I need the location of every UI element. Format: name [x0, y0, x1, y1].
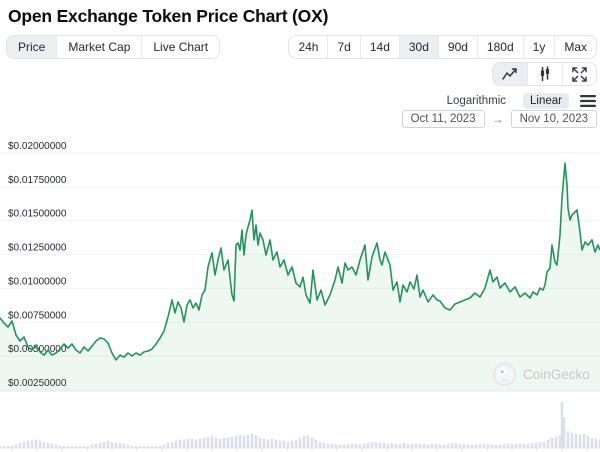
date-from-input[interactable]: Oct 11, 2023: [401, 110, 485, 128]
range-14d-button[interactable]: 14d: [359, 36, 399, 58]
svg-text:$0.01500000: $0.01500000: [8, 209, 67, 220]
menu-icon[interactable]: [579, 94, 597, 108]
chart-type-group: [492, 62, 597, 86]
time-range-group: 24h 7d 14d 30d 90d 180d 1y Max: [288, 35, 597, 59]
svg-text:$0.00750000: $0.00750000: [8, 310, 67, 321]
scale-logarithmic-button[interactable]: Logarithmic: [446, 95, 507, 107]
page-title: Open Exchange Token Price Chart (OX): [8, 6, 329, 26]
line-chart-icon: [502, 67, 517, 80]
price-line-chart[interactable]: $0.02000000 $0.01750000 $0.01500000 $0.0125…: [0, 140, 600, 396]
candlestick-icon: [540, 66, 550, 82]
tab-price[interactable]: Price: [7, 36, 57, 58]
range-30d-button[interactable]: 30d: [398, 36, 438, 58]
date-range-row: Oct 11, 2023 → Nov 10, 2023: [401, 110, 597, 128]
svg-text:$0.01750000: $0.01750000: [8, 175, 67, 186]
date-range-arrow-icon: →: [491, 112, 504, 126]
volume-bar-chart[interactable]: [0, 396, 600, 452]
tab-market-cap[interactable]: Market Cap: [56, 36, 142, 58]
svg-text:$0.02000000: $0.02000000: [8, 141, 67, 152]
date-to-input[interactable]: Nov 10, 2023: [510, 110, 597, 128]
svg-text:$0.01000000: $0.01000000: [8, 276, 67, 287]
scale-toggle-row: Logarithmic Linear: [440, 93, 597, 109]
svg-text:$0.00500000: $0.00500000: [8, 344, 67, 355]
svg-text:$0.01250000: $0.01250000: [8, 243, 67, 254]
scale-linear-button[interactable]: Linear: [523, 93, 569, 109]
range-180d-button[interactable]: 180d: [476, 36, 523, 58]
fullscreen-button[interactable]: [562, 63, 596, 85]
range-7d-button[interactable]: 7d: [327, 36, 360, 58]
metric-tab-group: Price Market Cap Live Chart: [6, 35, 221, 59]
candlestick-mode-button[interactable]: [527, 63, 562, 85]
coingecko-watermark: CoinGecko: [492, 362, 590, 387]
fullscreen-icon: [572, 66, 587, 82]
range-90d-button[interactable]: 90d: [437, 36, 477, 58]
watermark-label: CoinGecko: [523, 367, 590, 382]
tab-live-chart[interactable]: Live Chart: [141, 36, 220, 58]
range-max-button[interactable]: Max: [554, 36, 596, 58]
range-1y-button[interactable]: 1y: [522, 36, 555, 58]
range-24h-button[interactable]: 24h: [289, 36, 328, 58]
line-chart-mode-button[interactable]: [493, 63, 527, 85]
svg-text:$0.00250000: $0.00250000: [8, 378, 67, 389]
coingecko-logo-icon: [492, 362, 517, 387]
